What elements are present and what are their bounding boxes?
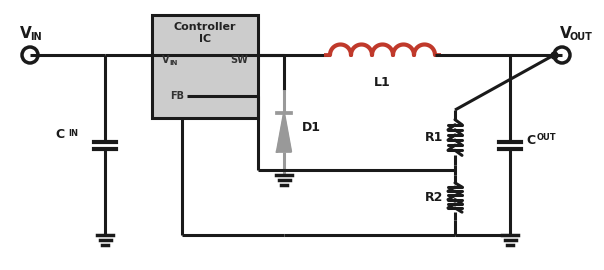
Text: L1: L1 (374, 76, 391, 89)
Text: OUT: OUT (537, 133, 557, 141)
Text: V: V (20, 25, 32, 40)
Text: IN: IN (68, 129, 78, 137)
Text: Controller: Controller (174, 22, 236, 32)
Polygon shape (277, 113, 291, 152)
Text: IC: IC (199, 34, 211, 44)
FancyBboxPatch shape (152, 15, 258, 118)
Text: FB: FB (170, 91, 184, 101)
Text: C: C (55, 129, 64, 141)
Text: IN: IN (30, 32, 42, 42)
Text: V: V (162, 55, 170, 65)
Text: R2: R2 (425, 191, 443, 204)
Text: D1: D1 (302, 121, 321, 134)
Text: IN: IN (169, 60, 178, 66)
Text: OUT: OUT (570, 32, 593, 42)
Text: SW: SW (230, 55, 248, 65)
Text: C: C (526, 133, 535, 147)
Text: R1: R1 (425, 131, 443, 144)
Text: V: V (560, 25, 572, 40)
